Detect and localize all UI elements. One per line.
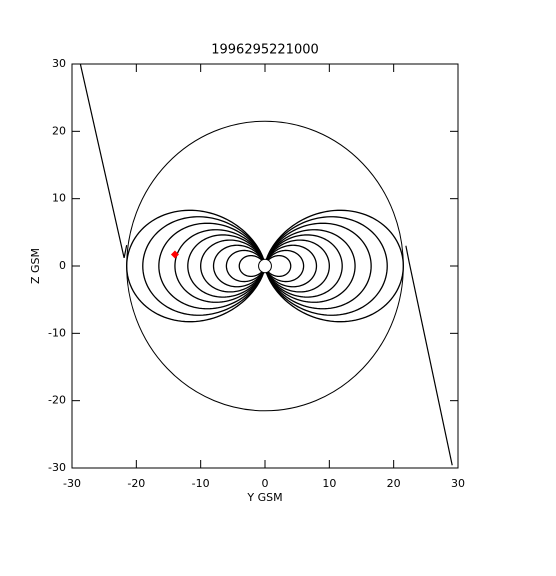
x-tick-label: -10	[192, 477, 210, 490]
field-line	[225, 249, 263, 283]
field-line	[266, 234, 343, 298]
field-line	[126, 209, 265, 323]
y-tick-label: -30	[48, 461, 66, 474]
field-line	[265, 216, 388, 316]
trace-segment	[79, 63, 128, 259]
earth	[258, 258, 272, 274]
field-line	[265, 222, 372, 310]
field-line	[266, 229, 356, 303]
x-tick-label: 10	[322, 477, 336, 490]
x-tick-label: 20	[387, 477, 401, 490]
x-tick-label: -30	[63, 477, 81, 490]
y-tick-label: 10	[52, 192, 66, 205]
field-line	[266, 239, 330, 293]
x-tick-label: -20	[127, 477, 145, 490]
field-line	[212, 244, 264, 288]
field-line	[200, 239, 264, 293]
trace-segment	[405, 245, 453, 466]
x-axis-label: Y GSM	[246, 491, 282, 504]
x-tick-label: 0	[262, 477, 269, 490]
field-line	[238, 254, 263, 278]
field-line	[142, 216, 265, 316]
field-line	[265, 209, 404, 323]
spacecraft	[170, 250, 179, 259]
field-line	[187, 234, 264, 298]
y-tick-label: 0	[59, 259, 66, 272]
y-axis-label: Z GSM	[29, 248, 42, 284]
y-tick-label: -10	[48, 326, 66, 339]
x-tick-label: 30	[451, 477, 465, 490]
y-tick-label: 20	[52, 124, 66, 137]
chart-title: 1996295221000	[211, 43, 319, 58]
field-line	[266, 244, 318, 288]
field-line	[267, 254, 292, 278]
y-tick-label: 30	[52, 57, 66, 70]
field-line	[174, 229, 264, 303]
y-tick-label: -20	[48, 394, 66, 407]
field-line	[158, 222, 265, 310]
field-line	[267, 249, 305, 283]
